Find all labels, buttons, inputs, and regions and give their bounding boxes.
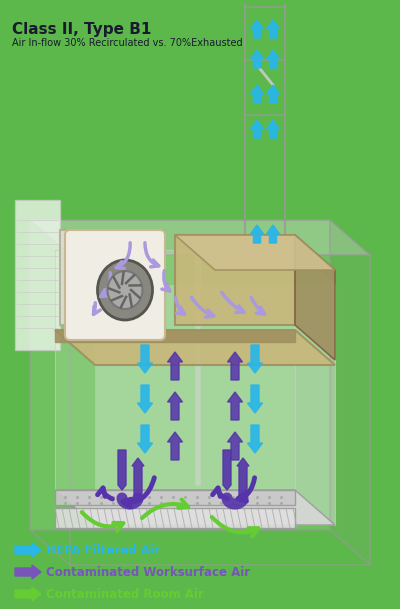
FancyArrow shape [250,20,264,38]
Polygon shape [30,220,330,530]
FancyArrow shape [168,392,182,420]
FancyArrow shape [266,120,280,138]
FancyArrow shape [248,425,262,453]
Polygon shape [55,490,295,505]
Polygon shape [195,255,200,485]
FancyArrow shape [15,587,41,601]
FancyArrow shape [266,225,280,243]
FancyArrow shape [15,543,41,557]
Polygon shape [55,490,335,525]
FancyArrow shape [168,432,182,460]
Polygon shape [95,285,335,525]
Ellipse shape [98,260,152,320]
Polygon shape [55,330,335,365]
FancyArrow shape [138,425,152,453]
Polygon shape [55,330,295,342]
Polygon shape [330,220,370,565]
Text: Class II, Type B1: Class II, Type B1 [12,22,151,37]
Text: Contaminated Worksurface Air: Contaminated Worksurface Air [46,566,250,579]
Text: Air In-flow 30% Recirculated vs. 70%Exhausted: Air In-flow 30% Recirculated vs. 70%Exha… [12,38,243,48]
Polygon shape [295,235,335,360]
FancyBboxPatch shape [65,230,165,340]
FancyArrow shape [237,458,249,498]
Polygon shape [175,235,335,270]
FancyArrow shape [250,50,264,68]
FancyArrow shape [248,385,262,413]
FancyArrow shape [223,450,231,490]
Polygon shape [60,230,165,325]
FancyArrow shape [228,352,242,380]
FancyArrow shape [138,345,152,373]
FancyArrow shape [250,225,264,243]
Text: Contaminated Room Air: Contaminated Room Air [46,588,204,600]
FancyArrow shape [132,458,144,498]
Polygon shape [295,250,335,525]
FancyArrow shape [250,85,264,103]
FancyArrow shape [228,392,242,420]
Polygon shape [175,235,295,325]
FancyArrow shape [266,85,280,103]
FancyArrow shape [266,20,280,38]
Ellipse shape [108,271,142,309]
Polygon shape [30,220,370,255]
FancyArrow shape [248,345,262,373]
FancyArrow shape [15,565,41,579]
FancyArrow shape [118,450,126,490]
Text: HEPA Filtered Air: HEPA Filtered Air [46,543,160,557]
FancyArrow shape [266,50,280,68]
FancyArrow shape [138,385,152,413]
FancyArrow shape [250,120,264,138]
Polygon shape [15,200,60,350]
FancyArrow shape [228,432,242,460]
FancyArrow shape [168,352,182,380]
Polygon shape [55,508,295,528]
Polygon shape [55,250,295,490]
